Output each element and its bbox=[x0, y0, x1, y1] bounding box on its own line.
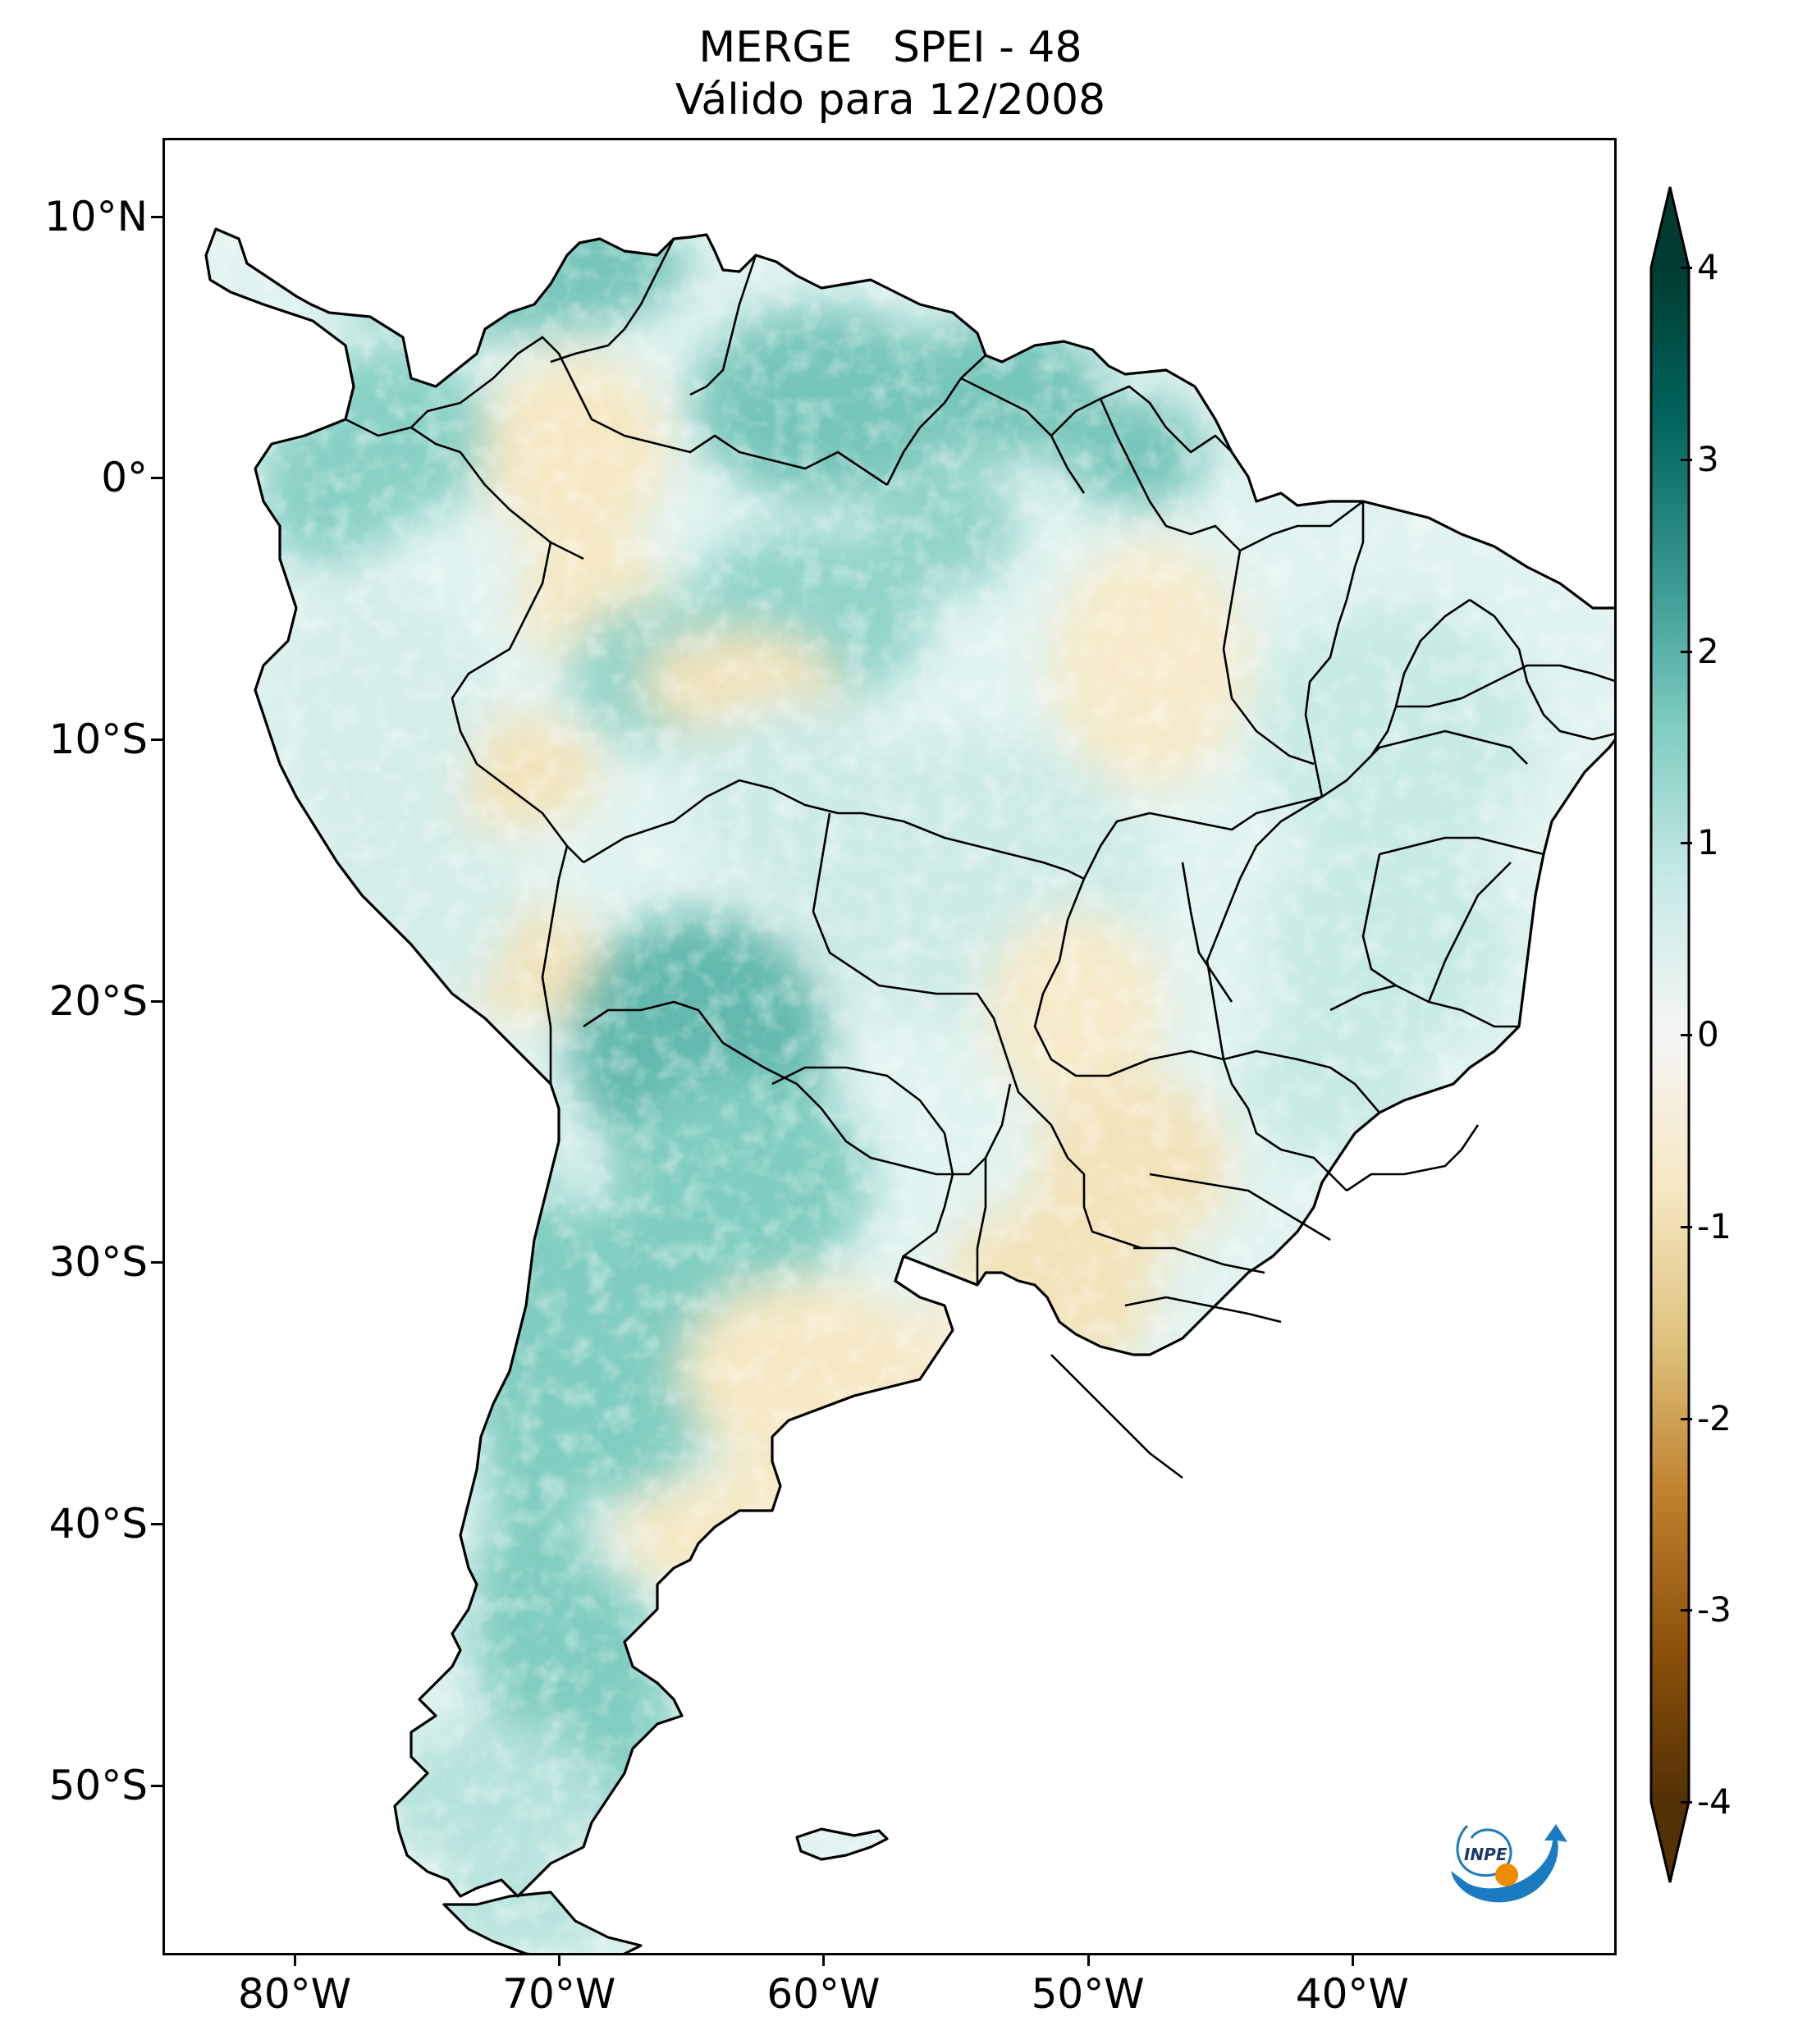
lat-tick bbox=[151, 215, 162, 218]
map-title: MERGE SPEI - 48 bbox=[698, 23, 1082, 72]
border-segment bbox=[1000, 1042, 1142, 1250]
border-segment bbox=[1239, 500, 1364, 552]
lon-tick bbox=[1087, 1955, 1090, 1966]
border-segment bbox=[1396, 664, 1614, 708]
border-segment bbox=[1181, 862, 1233, 1003]
border-segment bbox=[1223, 1049, 1380, 1113]
logo-text: INPE bbox=[1464, 1845, 1507, 1864]
country-borders bbox=[345, 238, 1614, 1479]
border-segment bbox=[1361, 853, 1397, 987]
border-segment bbox=[1222, 550, 1315, 766]
colorbar-tick bbox=[1681, 842, 1692, 845]
colorbar-tick-label: 2 bbox=[1697, 630, 1719, 671]
border-segment bbox=[960, 377, 1086, 494]
colorbar-extend-min bbox=[1651, 1802, 1689, 1882]
lat-tick bbox=[151, 1523, 162, 1526]
border-segment bbox=[1427, 862, 1512, 1003]
border-segment bbox=[1149, 1173, 1331, 1241]
border-segment bbox=[1124, 1296, 1282, 1324]
lat-tick bbox=[151, 1261, 162, 1264]
border-segment bbox=[1362, 729, 1528, 765]
lat-tick bbox=[151, 738, 162, 742]
lat-tick-label: 10°N bbox=[43, 192, 148, 240]
colorbar-tick-label: 0 bbox=[1697, 1014, 1719, 1054]
coast-falklands bbox=[795, 1827, 889, 1861]
colorbar-tick bbox=[1681, 1417, 1692, 1420]
lon-tick-label: 50°W bbox=[1031, 1970, 1145, 2018]
lon-tick-label: 70°W bbox=[502, 1970, 616, 2018]
coast-tierra-del-fuego bbox=[442, 1891, 643, 1953]
border-segment bbox=[812, 812, 1004, 1044]
lat-tick-label: 10°S bbox=[48, 716, 148, 764]
border-segment bbox=[583, 779, 1085, 880]
colorbar-tick bbox=[1681, 267, 1692, 269]
border-segment bbox=[1379, 836, 1544, 856]
border-segment bbox=[541, 845, 569, 1084]
colorbar-tick-label: 1 bbox=[1697, 822, 1719, 863]
border-segment bbox=[1133, 1246, 1265, 1274]
colorbar-tick-label: -4 bbox=[1697, 1781, 1732, 1822]
lat-tick-label: 0° bbox=[101, 454, 148, 502]
colorbar-tick bbox=[1681, 1225, 1692, 1228]
border-segment bbox=[345, 418, 584, 560]
lon-tick bbox=[558, 1955, 561, 1966]
colorbar-tick bbox=[1681, 650, 1692, 653]
colorbar-extend-max bbox=[1651, 187, 1689, 268]
colorbar-tick bbox=[1681, 1801, 1692, 1804]
border-segment bbox=[771, 1066, 946, 1134]
border-segment bbox=[1033, 878, 1224, 1077]
lat-tick-label: 40°S bbox=[48, 1500, 148, 1548]
map-subtitle: Válido para 12/2008 bbox=[675, 75, 1106, 125]
coast-mainland bbox=[204, 227, 1614, 1898]
map-panel bbox=[162, 138, 1617, 1955]
spei-field bbox=[206, 229, 1614, 1953]
spei-map bbox=[204, 227, 1614, 1953]
border-segment bbox=[550, 238, 675, 364]
logo-swoosh bbox=[1451, 1824, 1567, 1903]
border-segment bbox=[976, 1158, 987, 1285]
lon-tick-label: 40°W bbox=[1295, 1970, 1409, 2018]
colorbar-tick-label: 4 bbox=[1697, 247, 1719, 287]
lon-tick-label: 80°W bbox=[238, 1970, 352, 2018]
coastline bbox=[204, 227, 1614, 1953]
border-segment bbox=[1346, 1124, 1480, 1192]
border-segment bbox=[1050, 385, 1233, 454]
border-segment bbox=[583, 1000, 1012, 1176]
colorbar-tick-label: -1 bbox=[1697, 1205, 1732, 1246]
lon-tick-label: 60°W bbox=[766, 1970, 881, 2018]
border-segment bbox=[1082, 795, 1323, 880]
lat-tick bbox=[151, 477, 162, 480]
inpe-logo: INPE bbox=[1451, 1824, 1567, 1903]
border-segment bbox=[1222, 1059, 1347, 1191]
lon-tick bbox=[1351, 1955, 1354, 1966]
colorbar-tick bbox=[1681, 458, 1692, 461]
lat-tick bbox=[151, 1784, 162, 1787]
border-segment bbox=[885, 354, 986, 486]
border-segment bbox=[903, 1132, 954, 1258]
lat-tick-label: 20°S bbox=[48, 976, 148, 1025]
logo-sun bbox=[1495, 1863, 1518, 1886]
lat-tick-label: 30°S bbox=[48, 1238, 148, 1287]
border-segment bbox=[1050, 1354, 1183, 1479]
colorbar-tick-label: 3 bbox=[1697, 438, 1719, 479]
border-segment bbox=[410, 336, 625, 437]
border-segment bbox=[689, 254, 757, 396]
colorbar-tick-label: -3 bbox=[1697, 1589, 1732, 1630]
lon-tick bbox=[294, 1955, 297, 1966]
border-segment bbox=[1469, 598, 1614, 741]
border-segment bbox=[451, 542, 584, 863]
lat-tick-label: 50°S bbox=[48, 1761, 148, 1809]
border-segment bbox=[1304, 501, 1365, 798]
border-segment bbox=[1206, 795, 1323, 1060]
lat-tick bbox=[151, 999, 162, 1003]
colorbar-tick bbox=[1681, 1609, 1692, 1612]
border-segment bbox=[624, 434, 888, 487]
colorbar-tick bbox=[1681, 1034, 1692, 1036]
colorbar-tick-label: -2 bbox=[1697, 1397, 1732, 1438]
border-segment bbox=[1099, 398, 1241, 551]
lon-tick bbox=[822, 1955, 826, 1966]
